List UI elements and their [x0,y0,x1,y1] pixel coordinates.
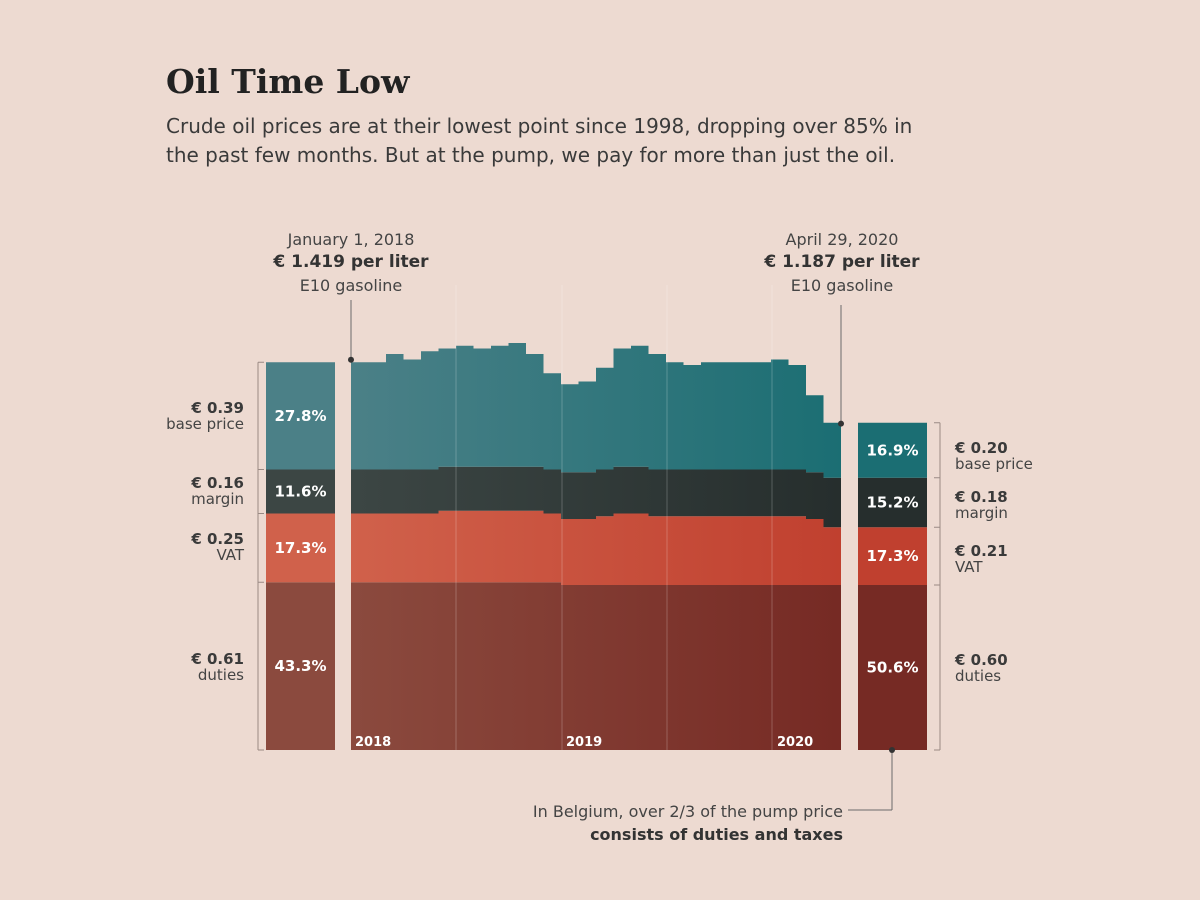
chart-subtitle: Crude oil prices are at their lowest poi… [166,114,913,167]
end-value-margin: € 0.18 [955,488,1008,506]
start-value-vat: € 0.25 [191,530,244,548]
x-tick-label-2020: 2020 [777,735,813,750]
end-price: € 1.187 per liter [764,252,920,272]
start-name-base-price: base price [166,415,244,433]
end-bar-segment-base-price [858,422,927,478]
end-annotation: April 29, 2020 € 1.187 per liter E10 gas… [732,228,952,297]
start-annotation: January 1, 2018 € 1.419 per liter E10 ga… [241,228,461,297]
footnote: In Belgium, over 2/3 of the pump price c… [533,800,843,846]
start-percent-duties: 43.3% [274,657,326,675]
start-value-duties: € 0.61 [191,650,244,668]
start-price: € 1.419 per liter [273,252,429,272]
end-label-base-price: € 0.20 base price [955,440,1105,472]
end-marker [838,420,844,427]
area-series-vat [351,510,841,585]
start-bar-segment-duties [266,582,335,750]
end-label-margin: € 0.18 margin [955,489,1105,521]
chart-title: Oil Time Low [166,62,410,101]
footnote-line-2: consists of duties and taxes [590,825,843,844]
start-label-base-price: € 0.39 base price [134,400,244,432]
end-percent-margin: 15.2% [866,494,918,512]
end-name-base-price: base price [955,455,1033,473]
start-bar-segment-base-price [266,362,335,470]
area-series-base-price [351,343,841,478]
end-bar-segment-duties [858,585,927,750]
start-value-margin: € 0.16 [191,474,244,492]
end-fuel: E10 gasoline [790,276,894,295]
start-percent-margin: 11.6% [274,483,326,501]
end-breakdown-bar: 50.6% 17.3% 15.2% 16.9% [858,422,927,750]
area-series-margin [351,466,841,528]
end-percent-base-price: 16.9% [866,441,918,459]
end-date: April 29, 2020 [785,230,899,249]
start-percent-vat: 17.3% [274,539,326,557]
start-percent-base-price: 27.8% [274,407,326,425]
start-name-duties: duties [197,666,244,684]
end-name-margin: margin [955,504,1008,522]
start-breakdown-bar: 43.3% 17.3% 11.6% 27.8% [266,362,335,750]
start-fuel: E10 gasoline [299,276,403,295]
end-value-duties: € 0.60 [955,651,1008,669]
start-name-vat: VAT [216,546,244,564]
end-label-vat: € 0.21 VAT [955,543,1105,575]
end-name-duties: duties [955,667,1002,685]
start-date: January 1, 2018 [287,230,415,249]
area-layer [351,343,841,750]
end-bar-segment-vat [858,527,927,585]
brackets [257,361,941,751]
year-gridlines [455,285,773,750]
footnote-line-1: In Belgium, over 2/3 of the pump price [532,802,843,821]
start-label-margin: € 0.16 margin [134,475,244,507]
start-label-duties: € 0.61 duties [134,651,244,683]
start-marker [348,356,354,363]
end-percent-vat: 17.3% [866,547,918,565]
year-labels: 2018 2019 2020 [355,735,813,750]
end-bar-segment-margin [858,477,927,528]
end-value-base-price: € 0.20 [955,439,1008,457]
start-bar-segment-margin [266,469,335,514]
footnote-marker [889,747,895,753]
leader-lines [348,300,895,811]
x-tick-label-2019: 2019 [566,735,602,750]
end-value-vat: € 0.21 [955,542,1008,560]
start-name-margin: margin [191,490,244,508]
x-tick-label-2018: 2018 [355,735,391,750]
start-value-base-price: € 0.39 [191,399,244,417]
start-label-vat: € 0.25 VAT [134,531,244,563]
end-percent-duties: 50.6% [866,659,918,677]
area-series-duties [351,582,841,750]
end-label-duties: € 0.60 duties [955,652,1105,684]
end-name-vat: VAT [955,558,983,576]
start-bar-segment-vat [266,513,335,583]
